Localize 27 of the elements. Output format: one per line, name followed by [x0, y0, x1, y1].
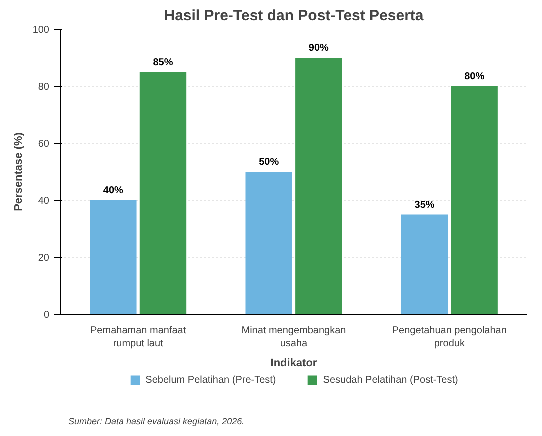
data-label: 40% — [103, 186, 124, 196]
bar — [296, 58, 342, 314]
y-tick-label: 20 — [38, 253, 50, 264]
x-tick-label: Pengetahuan pengolahan produk — [392, 326, 507, 350]
y-tick-label: 40 — [38, 196, 50, 207]
data-label: 85% — [153, 57, 174, 68]
data-label: 90% — [308, 43, 330, 54]
x-tick-label: Minat mengembangkan usaha — [242, 326, 346, 350]
data-label: 35% — [414, 200, 435, 211]
y-tick-label: 100 — [32, 25, 50, 36]
y-tick-label: 60 — [38, 139, 50, 150]
x-axis-title: Indikator — [270, 358, 318, 370]
bar — [246, 172, 292, 314]
chart-title: Hasil Pre-Test dan Post-Test Peserta — [164, 8, 424, 24]
legend-label: Sebelum Pelatihan (Pre-Test) — [146, 374, 276, 386]
bar — [451, 86, 498, 314]
y-axis-title: Persentase (%) — [12, 132, 25, 212]
legend-label: Sesudah Pelatihan (Post-Test) — [323, 374, 458, 386]
x-tick-label: Pemahaman manfaat rumput laut — [90, 326, 186, 350]
bar — [401, 214, 448, 314]
data-label: 50% — [259, 157, 280, 168]
y-tick-label: 80 — [38, 82, 50, 93]
bar — [140, 72, 187, 314]
bar — [90, 200, 137, 314]
data-label: 80% — [464, 72, 485, 82]
text: Sumber: Data hasil evaluasi kegiatan, 2026. — [68, 416, 245, 426]
y-tick-label: 0 — [44, 310, 50, 321]
